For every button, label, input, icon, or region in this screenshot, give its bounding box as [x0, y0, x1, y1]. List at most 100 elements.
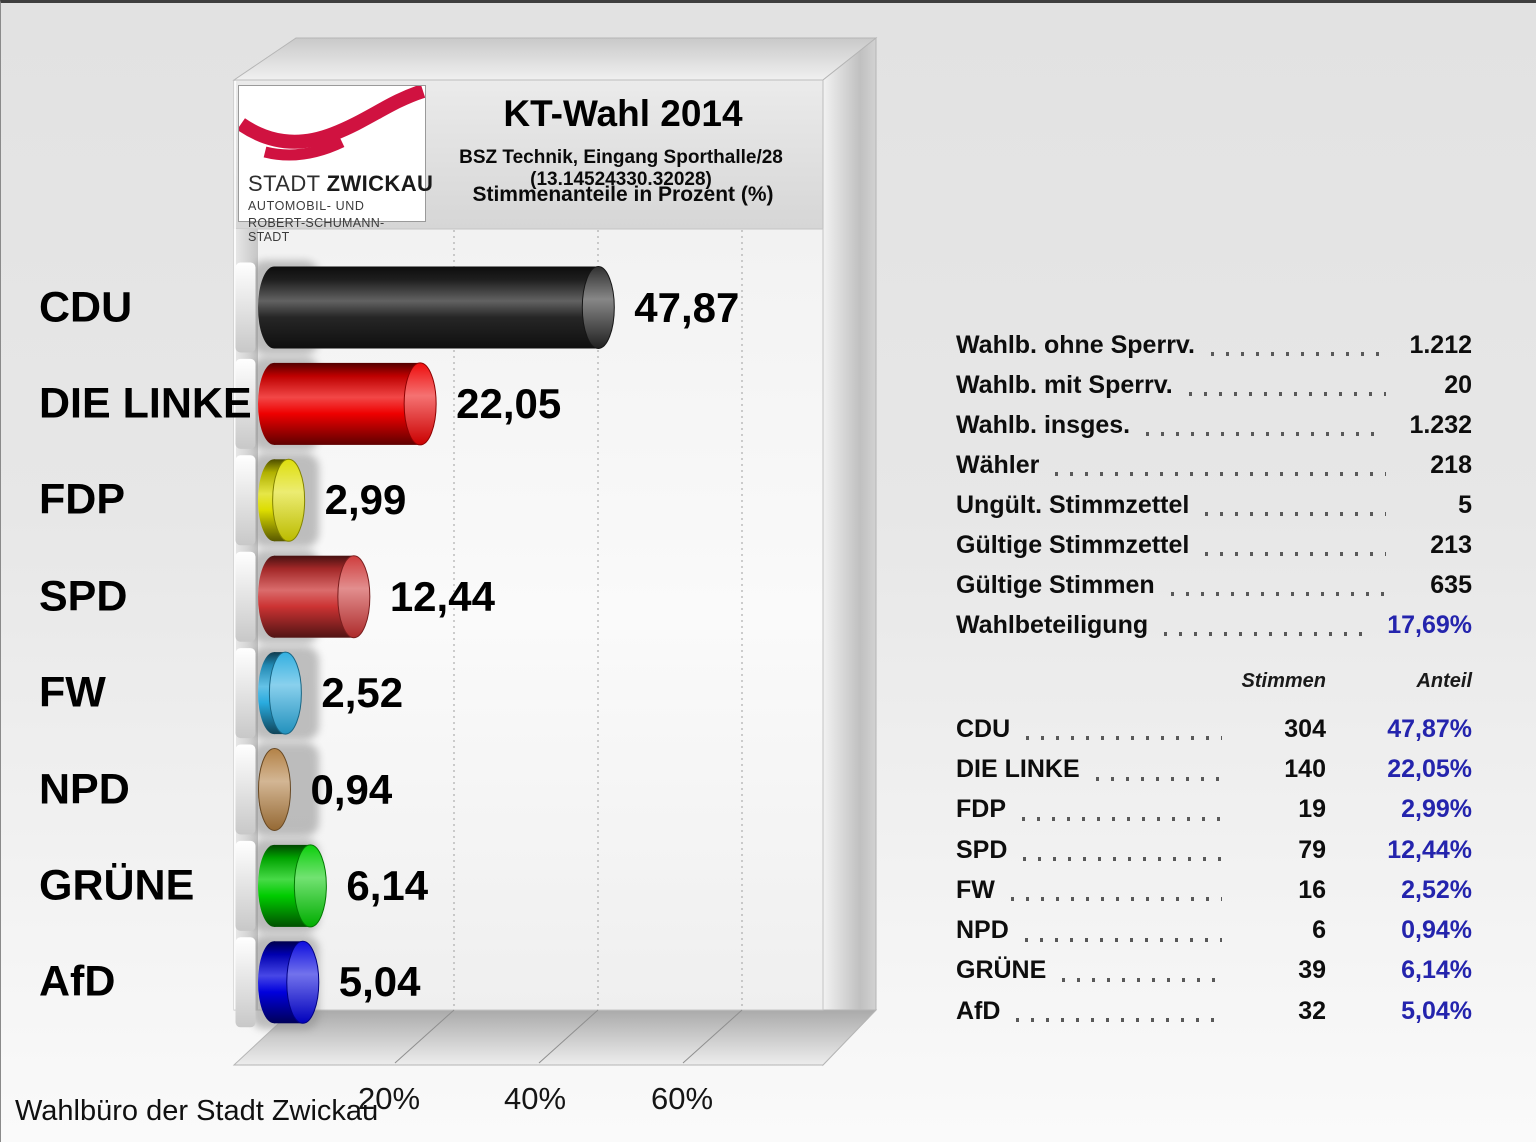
votes-value: 140 — [1284, 754, 1326, 783]
bar-value-label-DIE LINKE: 22,05 — [456, 379, 562, 427]
votes-value: 39 — [1298, 956, 1326, 985]
cylinder-end-cap — [581, 266, 615, 349]
summary-value: 218 — [1430, 450, 1472, 479]
share-value: 47,87% — [1387, 714, 1472, 743]
x-axis-tick-60: 60% — [650, 1081, 714, 1116]
summary-value: 5 — [1458, 490, 1472, 519]
bar-FDP — [235, 453, 319, 548]
box-top-face — [232, 37, 878, 81]
gridlines — [453, 230, 743, 1009]
share-value: 6,14% — [1401, 956, 1472, 985]
results-row-SPD: SPD 79 12,44% — [956, 830, 1472, 870]
party-label-SPD: SPD — [39, 572, 128, 621]
votes-value: 304 — [1284, 714, 1326, 743]
party-name: DIE LINKE — [956, 754, 1080, 783]
share-value: 5,04% — [1401, 996, 1472, 1025]
bar-value-label-FW: 2,52 — [321, 669, 404, 717]
summary-value: 20 — [1444, 370, 1472, 399]
cylinder-body — [274, 362, 421, 445]
cylinder-end-cap — [293, 844, 327, 928]
summary-row: Gültige Stimmen 635 — [956, 565, 1472, 605]
summary-row: Ungült. Stimmzettel 5 — [956, 485, 1472, 525]
dot-leader — [1022, 816, 1222, 821]
chart-subtitle-unit: Stimmenanteile in Prozent (%) — [472, 183, 774, 206]
bar-DIE LINKE — [235, 356, 437, 451]
bars-layer — [235, 260, 615, 1030]
party-label-AfD: AfD — [39, 957, 116, 1006]
bar-CDU — [235, 260, 615, 355]
summary-label: Wahlbeteiligung — [956, 610, 1149, 639]
dot-leader — [1205, 552, 1386, 556]
summary-row: Wahlb. mit Sperrv. 20 — [956, 365, 1472, 405]
summary-label: Wahlb. insges. — [956, 410, 1131, 439]
summary-value: 17,69% — [1387, 610, 1472, 639]
dot-leader — [1210, 352, 1386, 356]
footer-source-label: Wahlbüro der Stadt Zwickau — [15, 1095, 379, 1127]
results-row-AfD: AfD 32 5,04% — [956, 991, 1472, 1031]
logo-city-name: STADT ZWICKAU — [248, 171, 434, 196]
dot-leader — [1026, 736, 1222, 741]
box-floor — [232, 1009, 878, 1066]
summary-label: Ungült. Stimmzettel — [956, 490, 1190, 519]
bar-value-label-GRÜNE: 6,14 — [346, 861, 429, 909]
party-name: FW — [956, 875, 995, 904]
results-table: Stimmen Anteil CDU 304 47,87% DIE LINKE 140 2… — [956, 663, 1472, 1031]
bar-value-label-SPD: 12,44 — [389, 572, 495, 620]
logo-tagline-2: ROBERT-SCHUMANN-STADT — [248, 216, 385, 244]
share-value: 22,05% — [1387, 754, 1472, 783]
stadt-zwickau-logo: STADT ZWICKAU AUTOMOBIL- UND ROBERT-SCHU… — [237, 84, 433, 244]
summary-row: Wahlb. ohne Sperrv. 1.212 — [956, 325, 1472, 365]
summary-row: Gültige Stimmzettel 213 — [956, 525, 1472, 565]
party-name: AfD — [956, 996, 1001, 1025]
bar-value-label-NPD: 0,94 — [310, 765, 393, 813]
dot-leader — [1016, 1018, 1222, 1023]
logo-swoosh-icon — [237, 84, 426, 161]
dot-leader — [1010, 897, 1222, 902]
dot-leader — [1062, 978, 1222, 983]
dot-leader — [1188, 392, 1386, 396]
cylinder-end-cap — [403, 362, 437, 446]
results-row-FDP: FDP 19 2,99% — [956, 790, 1472, 830]
summary-label: Wähler — [956, 450, 1040, 479]
wall-tile — [235, 358, 256, 449]
wall-tile — [235, 551, 256, 642]
cylinder-end-cap — [258, 748, 291, 831]
cylinder-end-cap — [286, 940, 320, 1024]
dot-leader — [1095, 776, 1222, 781]
summary-value: 635 — [1430, 570, 1472, 599]
share-value: 12,44% — [1387, 835, 1472, 864]
summary-row: Wähler 218 — [956, 445, 1472, 485]
cylinder-end-cap — [272, 458, 306, 542]
party-label-NPD: NPD — [39, 765, 130, 813]
wall-tile — [235, 455, 256, 546]
x-axis-tick-40: 40% — [503, 1081, 567, 1116]
votes-value: 6 — [1312, 916, 1326, 945]
summary-label: Gültige Stimmen — [956, 570, 1155, 599]
summary-label: Gültige Stimmzettel — [956, 530, 1190, 559]
dot-leader — [1146, 432, 1386, 436]
party-label-FDP: FDP — [39, 475, 125, 524]
dot-leader — [1024, 937, 1222, 942]
summary-value: 1.232 — [1409, 410, 1472, 439]
party-name: NPD — [956, 916, 1009, 945]
votes-value: 32 — [1298, 996, 1326, 1025]
party-name: GRÜNE — [956, 956, 1047, 985]
summary-row: Wahlbeteiligung 17,69% — [956, 605, 1472, 645]
votes-value: 79 — [1298, 835, 1326, 864]
wall-tile — [235, 744, 256, 835]
dot-leader — [1055, 472, 1386, 476]
summary-value: 1.212 — [1409, 330, 1472, 359]
bar-GRÜNE — [235, 838, 327, 933]
bar-FW — [235, 646, 319, 741]
party-label-FW: FW — [39, 668, 106, 717]
dot-leader — [1170, 592, 1386, 596]
bar-value-label-FDP: 2,99 — [324, 476, 407, 524]
box-right-wall — [822, 36, 877, 1067]
party-label-DIE LINKE: DIE LINKE — [39, 379, 252, 428]
logo-tagline-1: AUTOMOBIL- UND — [248, 199, 365, 213]
party-label-CDU: CDU — [39, 283, 133, 331]
wall-tile — [235, 648, 256, 739]
summary-label: Wahlb. ohne Sperrv. — [956, 330, 1195, 359]
summary-label: Wahlb. mit Sperrv. — [956, 370, 1173, 399]
